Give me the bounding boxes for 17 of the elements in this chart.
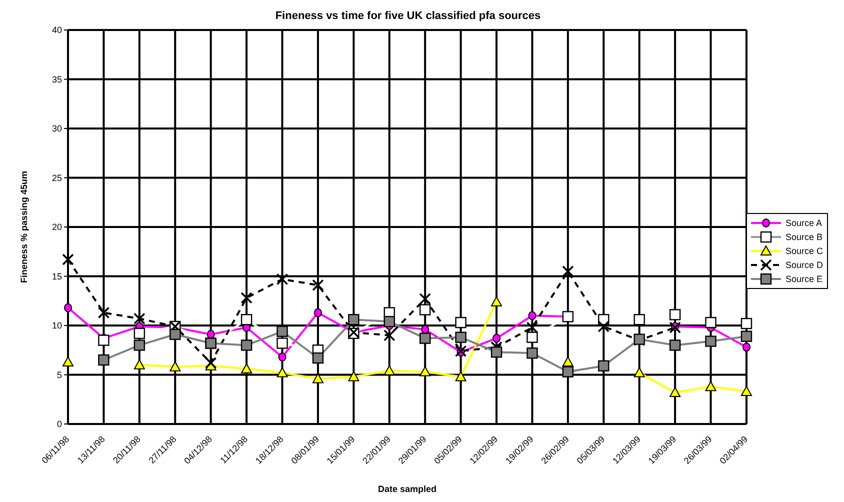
legend-label: Source B [785,231,822,244]
y-tick-label: 30 [52,124,62,134]
legend-label: Source C [785,245,823,258]
chart-title: Fineness vs time for five UK classified pfa sources [274,10,542,22]
y-tick-label: 0 [56,419,62,430]
legend-label: Source E [785,273,822,286]
y-tick-label: 20 [52,222,62,232]
legend-label: Source A [785,217,822,230]
y-tick-label: 35 [52,74,62,84]
y-axis-title: Fineness % passing 45um [19,170,30,284]
y-tick-label: 5 [56,370,62,380]
y-tick-label: 10 [52,320,62,331]
x-axis-title: Date sampled [378,484,436,494]
y-tick-label: 25 [52,172,62,183]
legend-label: Source D [785,259,823,272]
y-tick-label: 40 [52,25,62,36]
y-tick-label: 15 [52,271,62,282]
